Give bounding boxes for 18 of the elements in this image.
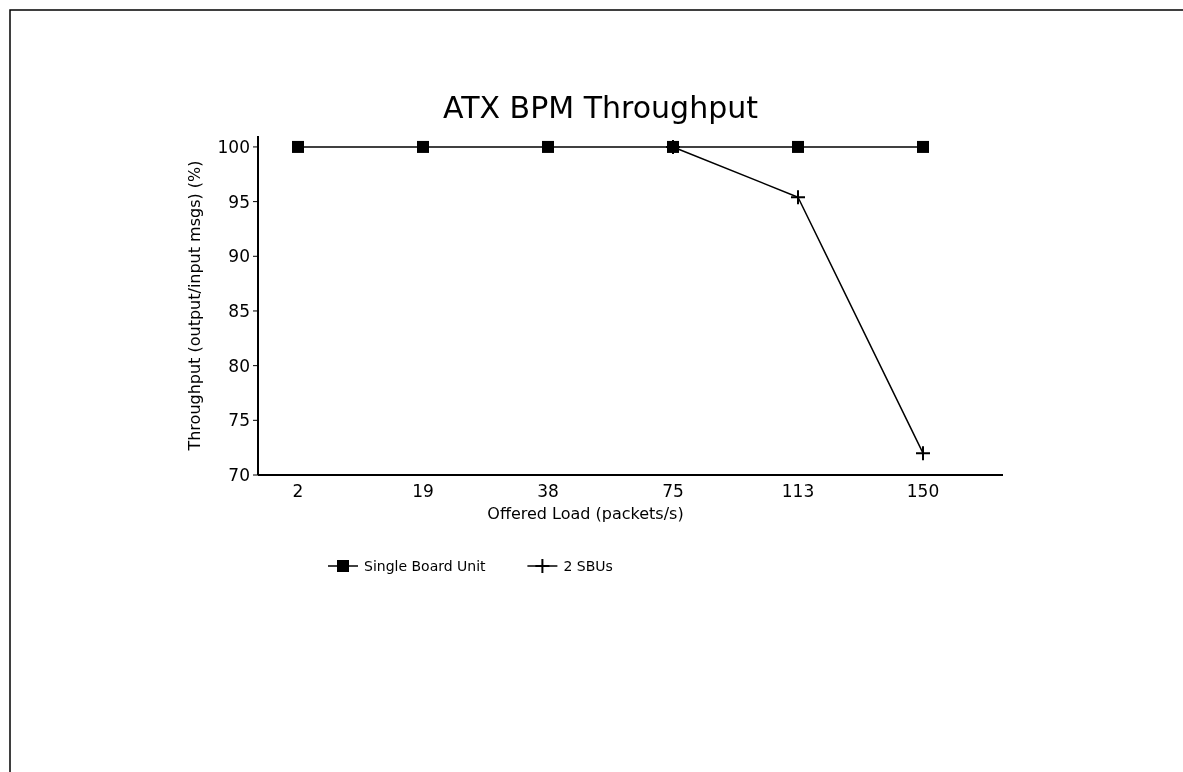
x-axis-title: Offered Load (packets/s)	[487, 504, 684, 523]
y-tick-label: 75	[228, 410, 250, 431]
y-tick-label: 85	[228, 300, 250, 321]
x-tick-label: 150	[906, 481, 940, 501]
x-tick-label: 2	[292, 481, 304, 501]
y-tick-label: 95	[228, 191, 250, 212]
y-tick-label: 100	[217, 136, 250, 157]
x-tick-label: 75	[662, 481, 684, 501]
legend-label: Single Board Unit	[364, 558, 487, 574]
y-axis-title: Throughput (output/input msgs) (%)	[185, 160, 204, 452]
y-tick-label: 80	[228, 355, 250, 376]
legend-label: 2 SBUs	[563, 558, 613, 574]
y-tick-label: 70	[228, 465, 250, 485]
y-tick-label: 90	[228, 246, 250, 267]
chart-title: ATX BPM Throughput	[443, 90, 759, 125]
x-tick-label: 113	[781, 481, 815, 501]
x-tick-label: 38	[537, 481, 559, 501]
x-tick-label: 19	[412, 481, 434, 501]
